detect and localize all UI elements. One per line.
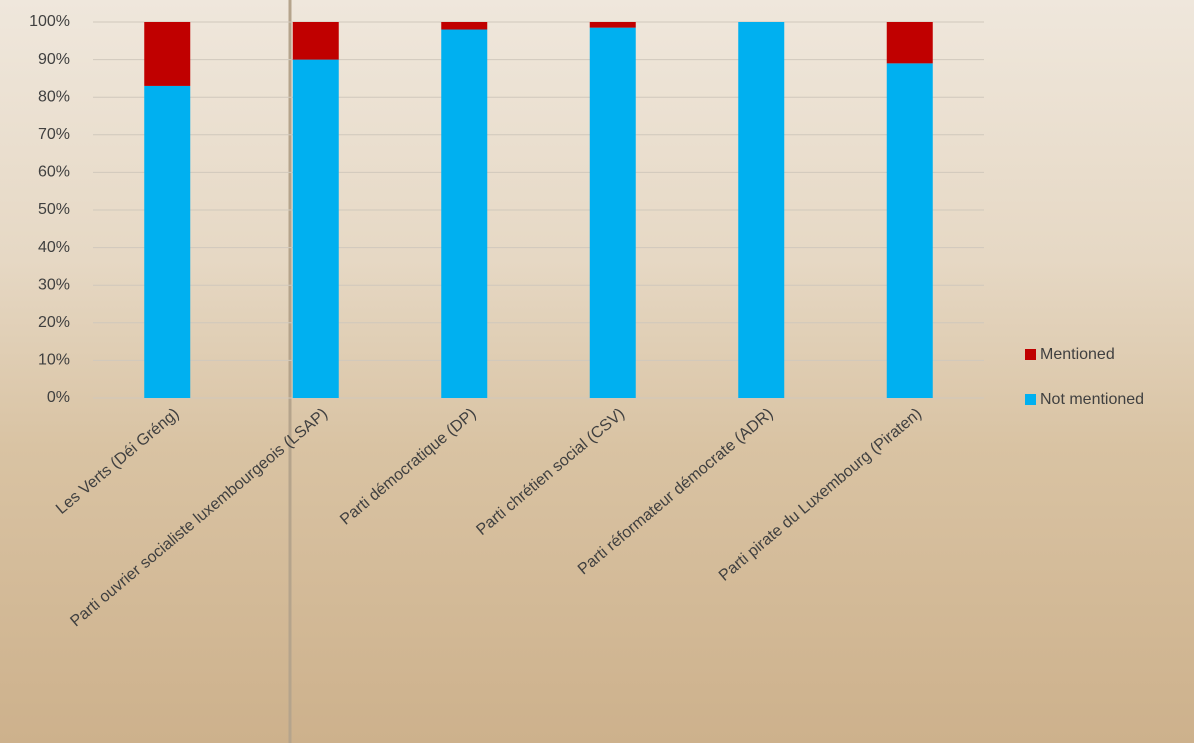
y-tick-label: 90% xyxy=(38,51,70,68)
legend-swatch xyxy=(1025,349,1036,360)
legend-label: Mentioned xyxy=(1040,346,1115,363)
bar-segment xyxy=(292,22,339,60)
bar-segment xyxy=(886,22,933,64)
bar-segment xyxy=(589,22,636,28)
legend-label: Not mentioned xyxy=(1040,391,1144,408)
bar-segment xyxy=(441,29,488,399)
y-tick-label: 30% xyxy=(38,276,70,293)
y-tick-label: 50% xyxy=(38,201,70,218)
y-tick-label: 60% xyxy=(38,164,70,181)
bar-segment xyxy=(144,22,191,86)
bar-segment xyxy=(589,27,636,398)
y-tick-label: 0% xyxy=(47,389,70,406)
y-tick-label: 70% xyxy=(38,126,70,143)
bar-segment xyxy=(886,63,933,399)
bar-segment xyxy=(441,22,488,30)
y-tick-label: 40% xyxy=(38,239,70,256)
y-tick-label: 80% xyxy=(38,88,70,105)
legend-swatch xyxy=(1025,394,1036,405)
bar-segment xyxy=(738,22,785,398)
x-tick-label: Parti démocratique (DP) xyxy=(337,405,479,528)
y-tick-label: 10% xyxy=(38,352,70,369)
y-tick-label: 20% xyxy=(38,314,70,331)
bar-segment xyxy=(144,85,191,399)
x-tick-label: Parti chrétien social (CSV) xyxy=(473,405,628,539)
bar-segment xyxy=(292,59,339,398)
x-tick-label: Les Verts (Déi Gréng) xyxy=(53,405,182,517)
y-tick-label: 100% xyxy=(29,13,70,30)
